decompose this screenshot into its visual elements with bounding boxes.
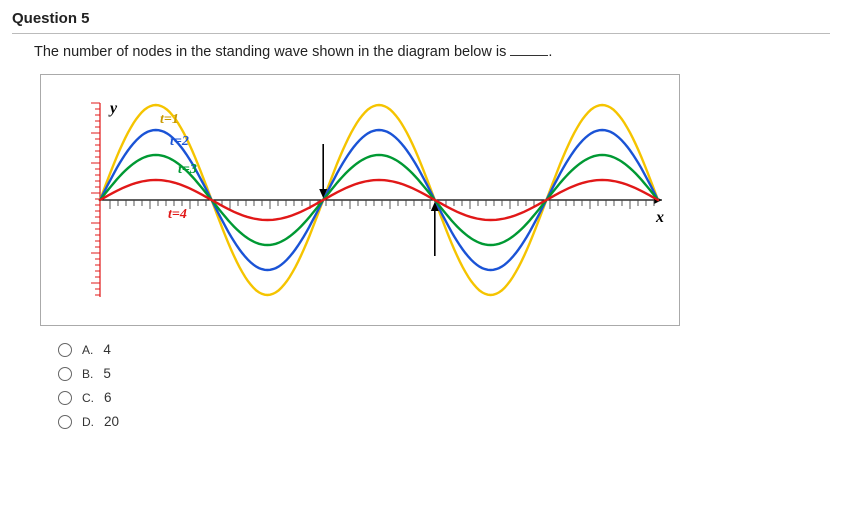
option-d[interactable]: D. 20 [58, 414, 830, 429]
option-letter: C. [82, 391, 94, 405]
svg-text:t=2: t=2 [170, 134, 189, 149]
question-stem: The number of nodes in the standing wave… [34, 44, 830, 60]
stem-post: . [548, 44, 552, 60]
radio-icon [58, 367, 72, 381]
option-text: 6 [104, 390, 112, 405]
svg-text:t=1: t=1 [160, 112, 179, 127]
radio-icon [58, 391, 72, 405]
stem-pre: The number of nodes in the standing wave… [34, 44, 510, 60]
question-number: Question 5 [12, 10, 830, 34]
blank [510, 55, 548, 56]
option-text: 4 [103, 342, 111, 357]
radio-icon [58, 415, 72, 429]
option-text: 20 [104, 414, 119, 429]
svg-text:t=4: t=4 [168, 207, 187, 222]
svg-text:x: x [655, 209, 664, 226]
standing-wave-diagram: t=1 t=2 t=3 t=4 y x [50, 85, 670, 315]
option-b[interactable]: B. 5 [58, 366, 830, 381]
svg-text:y: y [108, 100, 118, 117]
svg-text:t=3: t=3 [178, 162, 197, 177]
option-letter: B. [82, 367, 93, 381]
option-text: 5 [103, 366, 111, 381]
option-letter: A. [82, 343, 93, 357]
figure-frame: t=1 t=2 t=3 t=4 y x [40, 74, 680, 326]
option-c[interactable]: C. 6 [58, 390, 830, 405]
answer-options: A. 4 B. 5 C. 6 D. 20 [58, 342, 830, 429]
option-letter: D. [82, 415, 94, 429]
option-a[interactable]: A. 4 [58, 342, 830, 357]
radio-icon [58, 343, 72, 357]
